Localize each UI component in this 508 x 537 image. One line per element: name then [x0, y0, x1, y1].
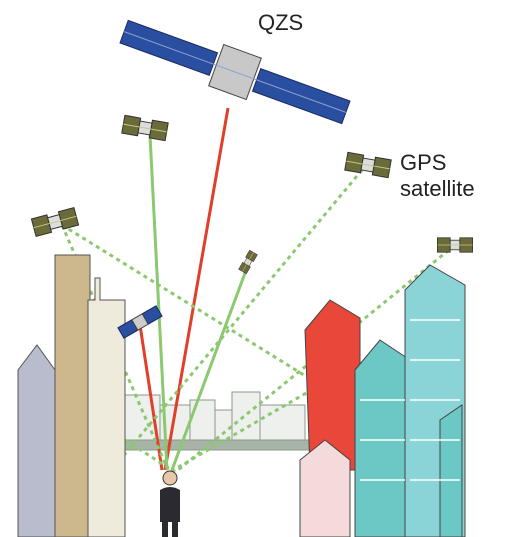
gps-label: GPS [400, 150, 446, 175]
qzs-label: QZS [258, 10, 303, 35]
qzs-satellite [117, 11, 354, 133]
right-buildings [300, 265, 465, 537]
person [160, 471, 180, 537]
left-buildings [18, 255, 125, 537]
gps-label: satellite [400, 176, 475, 201]
page: {"labels": {"qzs": "QZS", "gps_line1": "… [0, 0, 508, 537]
illustration: QZS GPS satellite [0, 0, 508, 537]
